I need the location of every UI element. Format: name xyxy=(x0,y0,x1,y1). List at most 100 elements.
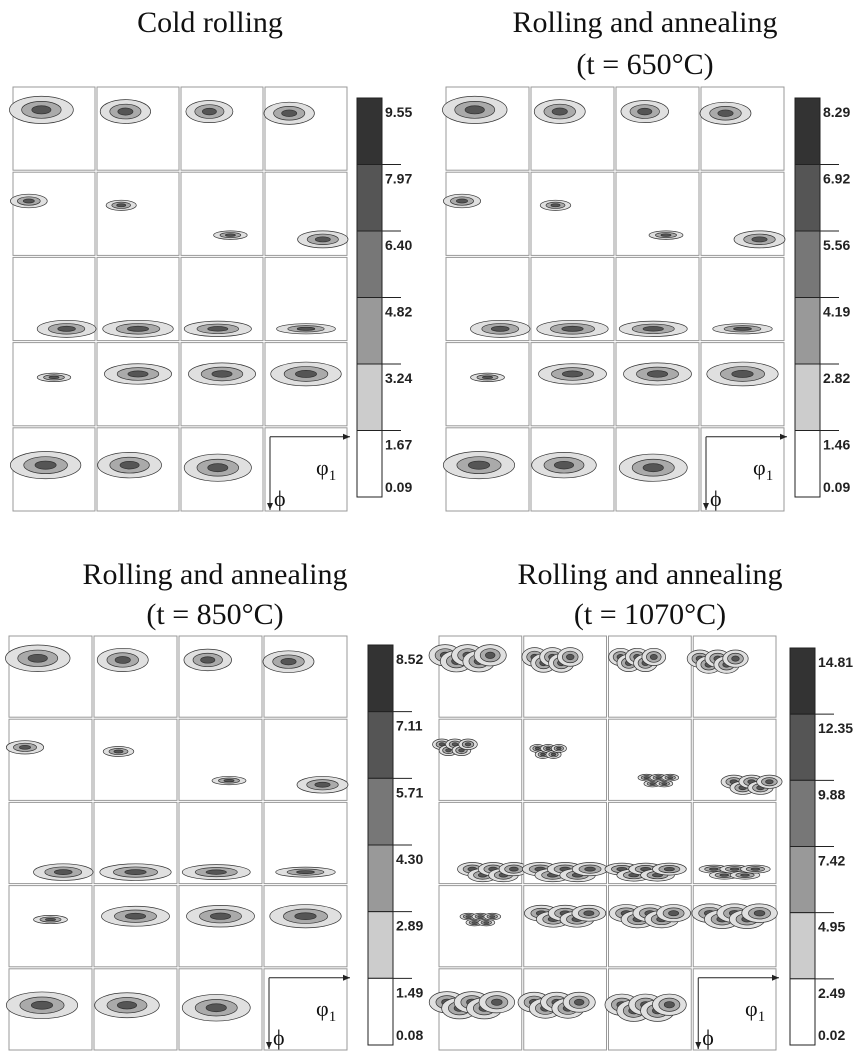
contour xyxy=(733,326,752,331)
contour xyxy=(709,867,719,871)
contour xyxy=(550,203,561,208)
panel-title: Rolling and annealing xyxy=(83,558,348,591)
axis-subscript: 1 xyxy=(758,1009,766,1025)
contour xyxy=(19,744,31,750)
contour xyxy=(295,370,317,378)
contour xyxy=(200,656,216,664)
colorbar-label: 8.52 xyxy=(396,651,423,667)
contour xyxy=(642,326,664,332)
colorbar-segment xyxy=(789,647,816,715)
colorbar-segment xyxy=(789,912,816,980)
contour xyxy=(119,460,140,470)
contour xyxy=(27,653,48,663)
contour xyxy=(731,655,740,662)
colorbar-segment xyxy=(356,164,383,232)
odf-section xyxy=(432,718,523,801)
colorbar-label: 0.09 xyxy=(823,479,850,495)
contour xyxy=(649,782,656,785)
colorbar-label: 5.71 xyxy=(396,784,423,800)
colorbar-segment xyxy=(789,846,816,914)
contour xyxy=(31,105,52,115)
axis-label: ϕ xyxy=(710,486,722,511)
contour xyxy=(465,915,472,918)
axis-symbol: φ xyxy=(316,996,329,1021)
contour xyxy=(211,370,233,378)
odf-section xyxy=(700,256,785,342)
colorbar-label: 6.92 xyxy=(823,171,850,187)
section-frame xyxy=(615,171,700,256)
odf-section xyxy=(5,968,93,1051)
colorbar-segment xyxy=(794,230,821,298)
colorbar-label: 7.42 xyxy=(818,853,845,869)
section-frame xyxy=(12,342,96,427)
odf-section xyxy=(5,718,93,801)
contour xyxy=(471,921,478,924)
section-frame xyxy=(608,718,692,801)
odf-section xyxy=(9,86,96,171)
odf-section xyxy=(93,635,178,718)
contour xyxy=(207,463,229,473)
section-frame xyxy=(692,635,777,718)
contour xyxy=(209,912,232,920)
odf-section xyxy=(530,342,615,427)
colorbar-segment xyxy=(794,164,821,232)
section-frame xyxy=(178,635,263,718)
odf-section xyxy=(442,86,530,171)
colorbar-label: 2.89 xyxy=(396,918,423,934)
section-frame xyxy=(8,718,93,801)
contour xyxy=(660,233,672,237)
colorbar-label: 1.49 xyxy=(396,984,423,1000)
colorbar-label: 9.88 xyxy=(818,786,845,802)
contour xyxy=(467,460,491,470)
contour xyxy=(740,873,750,877)
contour xyxy=(566,653,575,661)
contour xyxy=(207,326,229,332)
section-frame xyxy=(263,968,348,1051)
colorbar-label: 6.40 xyxy=(385,237,412,253)
section-frame xyxy=(180,86,264,171)
odf-section xyxy=(96,256,180,342)
contour xyxy=(116,203,127,208)
odf-section xyxy=(12,342,96,427)
odf-section xyxy=(521,635,607,718)
contour xyxy=(649,654,658,660)
odf-section xyxy=(530,171,615,256)
colorbar-segment xyxy=(356,230,383,298)
section-frame xyxy=(438,718,523,801)
contour xyxy=(438,742,446,747)
contour xyxy=(584,866,596,872)
colorbar-label: 2.82 xyxy=(823,370,850,386)
odf-section xyxy=(438,801,530,885)
odf-section xyxy=(699,86,785,171)
contour xyxy=(314,236,331,243)
odf-section xyxy=(96,86,180,171)
contour xyxy=(753,910,766,917)
contour xyxy=(223,779,235,783)
section-frame xyxy=(608,885,692,968)
contour xyxy=(717,109,734,117)
contour xyxy=(314,781,331,788)
section-frame xyxy=(530,171,615,256)
contour xyxy=(668,910,680,917)
contour xyxy=(550,752,557,757)
contour xyxy=(464,742,472,747)
colorbar-label: 7.97 xyxy=(385,171,412,187)
colorbar-label: 14.81 xyxy=(818,654,853,670)
colorbar-label: 8.29 xyxy=(823,104,850,120)
contour xyxy=(643,776,650,779)
section-frame xyxy=(180,171,264,256)
colorbar-label: 4.19 xyxy=(823,304,850,320)
contour xyxy=(729,867,740,871)
odf-section xyxy=(93,718,178,801)
odf-section xyxy=(93,968,178,1051)
contour xyxy=(667,776,674,779)
colorbar-label: 0.02 xyxy=(818,1027,845,1043)
colorbar-segment xyxy=(356,297,383,365)
contour xyxy=(642,463,664,473)
arrow xyxy=(695,1042,702,1049)
contour xyxy=(113,749,124,754)
axis-subscript: 1 xyxy=(329,468,337,484)
panel-title: Rolling and annealing xyxy=(518,558,783,591)
colorbar-label: 0.08 xyxy=(396,1027,423,1043)
odf-section xyxy=(8,885,93,968)
